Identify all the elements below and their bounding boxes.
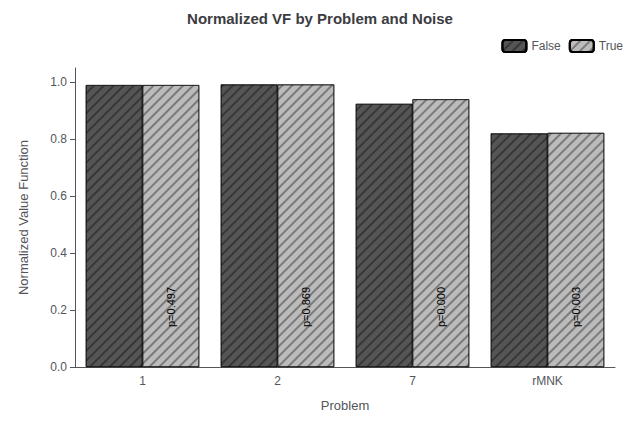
svg-text:Normalized VF by Problem and N: Normalized VF by Problem and Noise bbox=[187, 10, 453, 27]
svg-text:7: 7 bbox=[409, 374, 416, 388]
svg-text:Problem: Problem bbox=[321, 398, 369, 413]
svg-text:0.2: 0.2 bbox=[50, 303, 67, 317]
svg-text:Normalized Value Function: Normalized Value Function bbox=[16, 140, 31, 295]
svg-text:1.0: 1.0 bbox=[50, 75, 67, 89]
svg-text:p=0.003: p=0.003 bbox=[570, 287, 582, 327]
svg-text:0.8: 0.8 bbox=[50, 132, 67, 146]
svg-text:0.0: 0.0 bbox=[50, 360, 67, 374]
svg-text:rMNK: rMNK bbox=[532, 374, 563, 388]
svg-text:p=0.869: p=0.869 bbox=[300, 287, 312, 327]
svg-text:0.4: 0.4 bbox=[50, 246, 67, 260]
svg-text:2: 2 bbox=[274, 374, 281, 388]
svg-text:0.6: 0.6 bbox=[50, 189, 67, 203]
svg-text:p=0.000: p=0.000 bbox=[435, 287, 447, 327]
svg-text:False: False bbox=[531, 39, 561, 53]
svg-text:p=0.497: p=0.497 bbox=[165, 287, 177, 327]
svg-text:1: 1 bbox=[139, 374, 146, 388]
svg-text:True: True bbox=[599, 39, 624, 53]
